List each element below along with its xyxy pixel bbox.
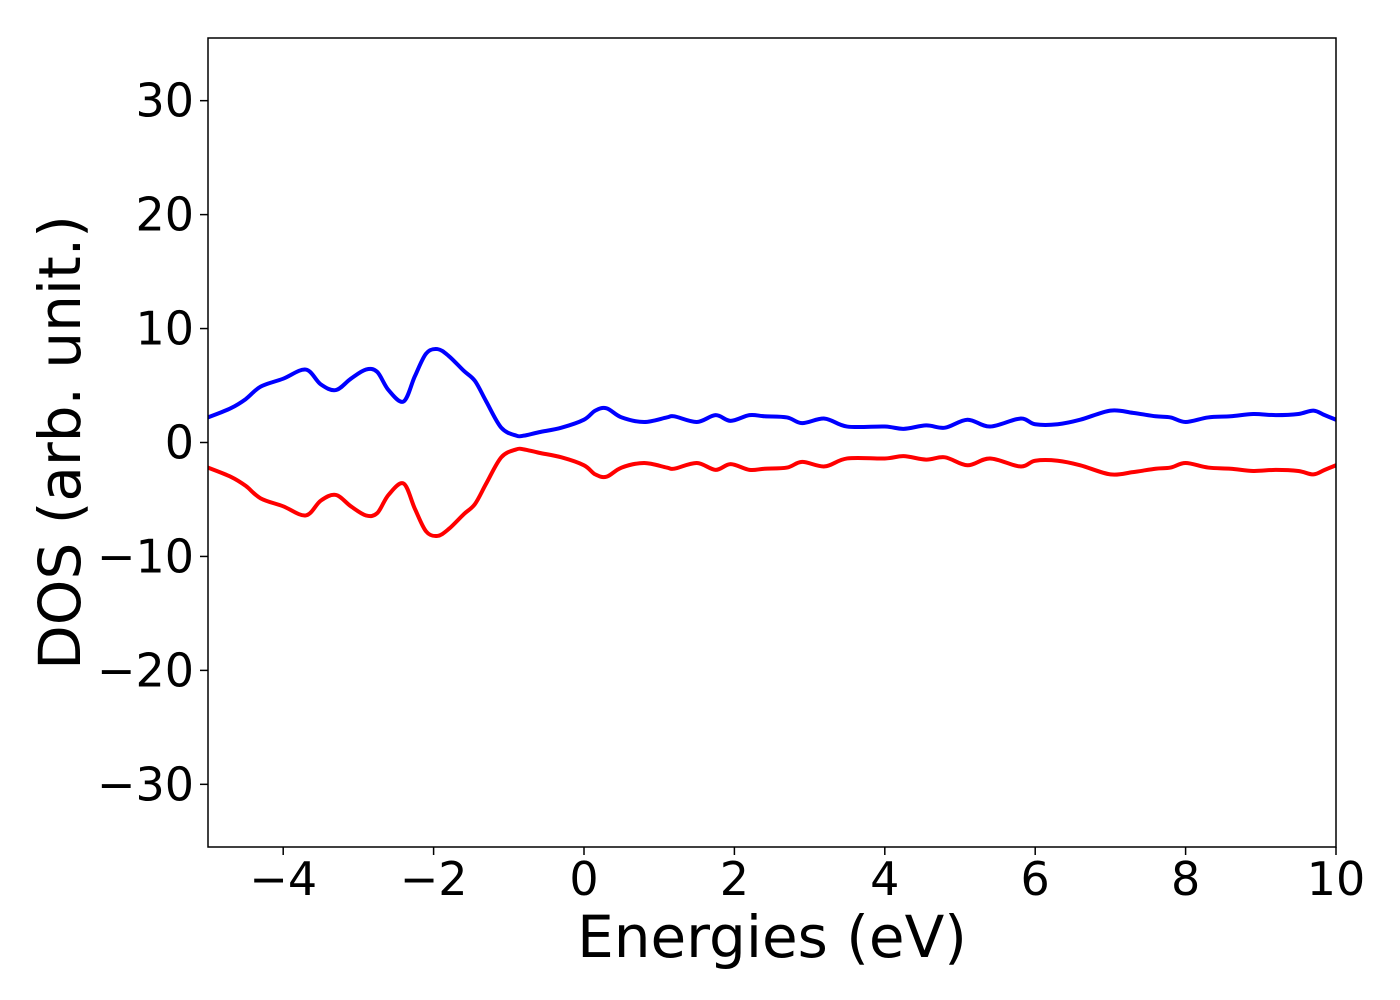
dos-line-positive xyxy=(208,346,1336,439)
y-tick-label: −30 xyxy=(97,757,194,811)
x-tick-label: −4 xyxy=(249,852,317,906)
series-layer xyxy=(208,346,1336,539)
y-axis: −30 −20 −10 0 10 20 30 xyxy=(97,74,208,811)
y-tick-label: −10 xyxy=(97,529,194,583)
y-tick-label: 20 xyxy=(135,188,194,242)
y-tick-label: 0 xyxy=(165,416,194,470)
x-tick-label: 2 xyxy=(720,852,749,906)
x-axis-label: Energies (eV) xyxy=(577,903,967,971)
x-tick-label: 0 xyxy=(569,852,598,906)
x-tick-label: 4 xyxy=(870,852,899,906)
y-tick-label: −20 xyxy=(97,643,194,697)
x-tick-label: 10 xyxy=(1307,852,1366,906)
x-tick-label: 8 xyxy=(1171,852,1200,906)
x-tick-label: 6 xyxy=(1021,852,1050,906)
plot-frame xyxy=(207,37,1337,848)
dos-line-negative xyxy=(208,446,1336,539)
y-axis-label: DOS (arb. unit.) xyxy=(26,215,94,670)
x-tick-label: −2 xyxy=(400,852,468,906)
y-tick-label: 30 xyxy=(135,74,194,128)
y-tick-label: 10 xyxy=(135,302,194,356)
x-axis: −4 −2 0 2 4 6 8 10 xyxy=(249,847,1365,906)
